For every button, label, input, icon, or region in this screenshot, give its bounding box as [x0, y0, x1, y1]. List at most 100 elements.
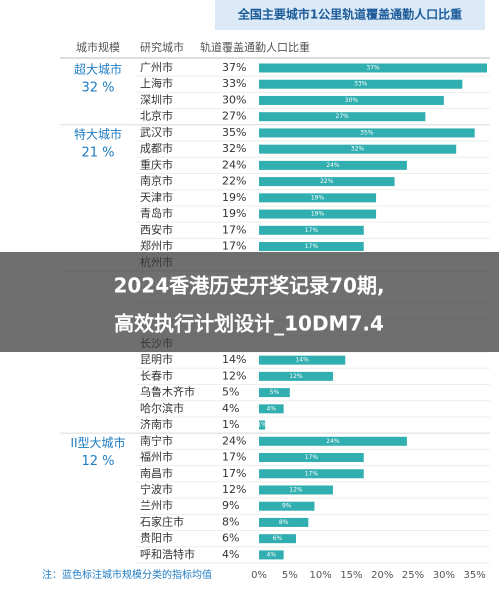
value-label: 32%: [222, 142, 246, 155]
bar: [259, 160, 407, 170]
x-tick-label: 20%: [371, 570, 393, 581]
bar-label: 19%: [311, 194, 325, 201]
bar-label: 17%: [305, 454, 319, 461]
bar: [259, 128, 475, 138]
column-header: 研究城市: [140, 40, 184, 54]
y-tick-label: 兰州市: [140, 498, 173, 512]
x-tick-label: 0%: [251, 570, 267, 581]
bar: [259, 144, 457, 154]
bar-label: 24%: [326, 438, 340, 445]
bar-label: 17%: [305, 227, 319, 234]
value-label: 35%: [222, 126, 246, 139]
y-tick-label: 深圳市: [140, 92, 173, 106]
value-label: 9%: [222, 499, 239, 512]
bar-label: 5%: [270, 389, 280, 396]
banner-text: 2024香港历史开奖记录70期,: [113, 274, 384, 298]
column-header: 城市规模: [76, 40, 120, 54]
value-label: 33%: [222, 77, 246, 90]
bar: [259, 404, 284, 414]
value-label: 5%: [222, 386, 239, 399]
y-tick-label: 北京市: [140, 109, 173, 123]
value-label: 17%: [222, 451, 246, 464]
bar: [259, 242, 364, 252]
y-tick-label: 南宁市: [140, 433, 173, 447]
value-label: 19%: [222, 207, 246, 220]
y-tick-label: 呼和浩特市: [140, 547, 195, 561]
value-label: 17%: [222, 240, 246, 253]
bar-label: 14%: [295, 357, 309, 364]
y-tick-label: 重庆市: [140, 157, 173, 171]
bar-label: 35%: [360, 129, 374, 136]
column-header: 轨道覆盖通勤人口比重: [200, 40, 310, 54]
bar-label: 17%: [305, 470, 319, 477]
bar-label: 19%: [311, 211, 325, 218]
bar-label: 12%: [289, 486, 303, 493]
value-label: 24%: [222, 434, 246, 447]
value-label: 6%: [222, 532, 239, 545]
bar-label: 1%: [257, 422, 267, 429]
bar: [259, 517, 309, 527]
bar-label: 27%: [336, 113, 350, 120]
y-tick-label: 乌鲁木齐市: [140, 385, 195, 399]
value-label: 4%: [222, 548, 239, 561]
value-label: 8%: [222, 515, 239, 528]
value-label: 1%: [222, 418, 239, 431]
bar: [259, 63, 487, 73]
x-tick-label: 10%: [310, 570, 332, 581]
group-mean: 12 %: [81, 454, 114, 469]
bar: [259, 550, 284, 560]
y-tick-label: 广州市: [140, 60, 173, 74]
value-label: 27%: [222, 110, 246, 123]
bar: [259, 371, 333, 381]
bar-label: 8%: [279, 519, 289, 526]
bar-label: 24%: [326, 162, 340, 169]
y-tick-label: 上海市: [140, 76, 173, 90]
value-label: 17%: [222, 223, 246, 236]
bar-label: 6%: [273, 535, 283, 542]
y-tick-label: 福州市: [140, 450, 173, 464]
y-tick-label: 石家庄市: [140, 514, 184, 528]
bar: [259, 79, 463, 89]
note: 注：蓝色标注城市规模分类的指标均值: [42, 568, 212, 581]
bar: [259, 501, 315, 511]
value-label: 22%: [222, 175, 246, 188]
y-tick-label: 南昌市: [140, 466, 173, 480]
y-tick-label: 西安市: [140, 222, 173, 236]
bar: [259, 177, 395, 187]
x-tick-label: 15%: [340, 570, 362, 581]
bar: [259, 485, 333, 495]
y-tick-label: 成都市: [140, 141, 173, 155]
value-label: 24%: [222, 158, 246, 171]
y-tick-label: 哈尔滨市: [140, 401, 184, 415]
bar: [259, 193, 377, 203]
bar-label: 32%: [351, 146, 365, 153]
bar: [259, 388, 290, 398]
bar-label: 30%: [345, 97, 359, 104]
value-label: 17%: [222, 467, 246, 480]
value-label: 12%: [222, 369, 246, 382]
bar-label: 37%: [366, 65, 380, 72]
bar: [259, 453, 364, 463]
bar-label: 22%: [320, 178, 334, 185]
chart-title: 全国主要城市1公里轨道覆盖通勤人口比重: [237, 7, 462, 22]
y-tick-label: 郑州市: [140, 239, 173, 253]
banner: [0, 252, 499, 352]
y-tick-label: 青岛市: [140, 206, 173, 220]
value-label: 19%: [222, 191, 246, 204]
bar-label: 12%: [289, 373, 303, 380]
banner-text: 高效执行计划设计_10DM7.4: [114, 312, 384, 336]
bar: [259, 112, 426, 122]
value-label: 14%: [222, 353, 246, 366]
bar: [259, 355, 346, 365]
bar-label: 4%: [267, 405, 277, 412]
group-label: 超大城市: [74, 62, 122, 77]
group-label: 特大城市: [74, 126, 122, 141]
value-label: 12%: [222, 483, 246, 496]
y-tick-label: 贵阳市: [140, 531, 173, 545]
x-tick-label: 25%: [402, 570, 424, 581]
bar: [259, 95, 444, 105]
group-mean: 32 %: [81, 81, 114, 96]
bar: [259, 469, 364, 479]
y-tick-label: 济南市: [140, 417, 173, 431]
title-band: [215, 0, 485, 30]
